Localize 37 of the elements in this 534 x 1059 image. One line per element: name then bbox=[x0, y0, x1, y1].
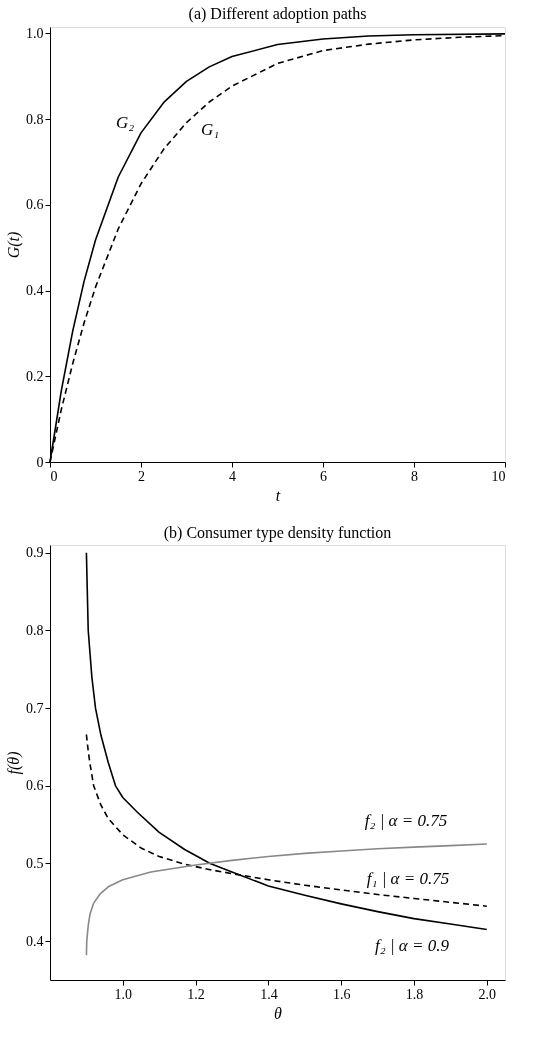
y-tick-label: 0.4 bbox=[26, 933, 44, 949]
y-tick-label: 0.4 bbox=[26, 283, 44, 299]
x-tick-label: 8 bbox=[411, 468, 418, 484]
y-axis-title: G(t) bbox=[5, 231, 23, 259]
y-tick-label: 0.8 bbox=[26, 622, 44, 638]
x-tick-label: 2 bbox=[138, 468, 145, 484]
chart-title: (a) Different adoption paths bbox=[188, 5, 367, 24]
x-tick-label: 1.0 bbox=[114, 986, 133, 1002]
x-tick-label: 1.8 bbox=[405, 986, 424, 1002]
y-tick-label: 1.0 bbox=[26, 25, 44, 41]
y-tick-label: 0.8 bbox=[26, 111, 44, 127]
line-series bbox=[85, 843, 488, 956]
x-tick-label: 6 bbox=[320, 468, 327, 484]
x-tick-label: 2.0 bbox=[478, 986, 497, 1002]
chart-title: (b) Consumer type density function bbox=[163, 524, 392, 542]
annotation: G₂ bbox=[115, 113, 135, 132]
annotation: G₁ bbox=[200, 120, 220, 139]
annotation: f₂ | α = 0.75 bbox=[364, 811, 448, 830]
y-tick-label: 0.5 bbox=[26, 855, 44, 871]
y-tick-label: 0.6 bbox=[26, 197, 44, 213]
x-tick-label: 1.2 bbox=[187, 986, 205, 1002]
y-tick-label: 0.6 bbox=[26, 778, 44, 794]
x-tick-label: 0 bbox=[50, 468, 58, 484]
x-tick-label: 1.6 bbox=[332, 986, 351, 1002]
y-tick-label: 0 bbox=[36, 454, 44, 470]
x-tick-label: 10 bbox=[491, 468, 506, 484]
x-axis-title: t bbox=[275, 486, 281, 504]
x-tick-label: 1.4 bbox=[260, 986, 278, 1002]
x-axis-title: θ bbox=[274, 1004, 283, 1022]
x-tick-label: 4 bbox=[229, 468, 236, 484]
y-tick-label: 0.7 bbox=[26, 700, 44, 716]
annotation: f₁ | α = 0.75 bbox=[366, 869, 450, 888]
line-series bbox=[85, 551, 488, 931]
y-tick-label: 0.9 bbox=[26, 545, 44, 561]
y-tick-label: 0.2 bbox=[26, 368, 44, 384]
annotation: f₂ | α = 0.9 bbox=[375, 936, 450, 955]
y-axis-title: f(θ) bbox=[5, 751, 23, 775]
